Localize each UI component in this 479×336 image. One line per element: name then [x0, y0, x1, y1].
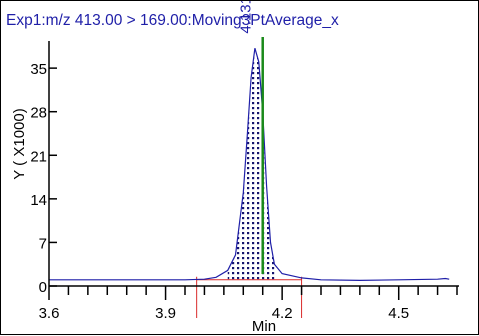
chart-title: Exp1:m/z 413.00 > 169.00:Moving3PtAverag…: [6, 12, 339, 29]
y-tick-label: 28: [30, 105, 47, 122]
x-axis-label: Min: [252, 318, 276, 335]
x-tick-label: 3.9: [155, 305, 176, 322]
x-tick-label: 4.2: [272, 305, 293, 322]
peak-label: 4.131: [237, 1, 254, 34]
y-tick-label: 0: [39, 279, 47, 296]
y-tick-label: 14: [30, 192, 47, 209]
series-line: [49, 48, 450, 282]
y-tick-label: 35: [30, 61, 47, 78]
x-tick-label: 4.5: [388, 305, 409, 322]
y-tick-label: 21: [30, 148, 47, 165]
plot-area: 4.131 0 7 14 21 28 35 3.6 3.9 4.2 4.5: [30, 1, 459, 322]
x-tick-label: 3.6: [39, 305, 60, 322]
y-tick-label: 7: [39, 235, 47, 252]
y-axis-label: Y ( X1000): [11, 108, 28, 179]
